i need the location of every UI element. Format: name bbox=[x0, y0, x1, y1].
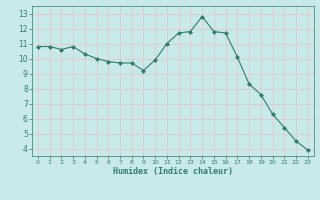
X-axis label: Humidex (Indice chaleur): Humidex (Indice chaleur) bbox=[113, 167, 233, 176]
